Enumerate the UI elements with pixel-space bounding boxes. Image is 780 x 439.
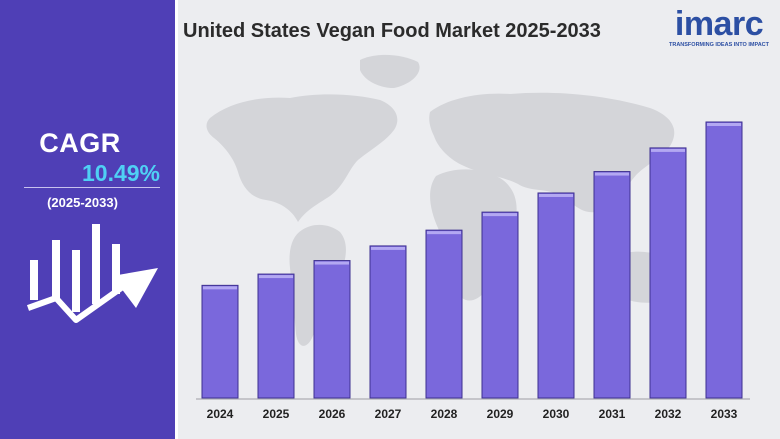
x-tick-label: 2033: [711, 407, 738, 421]
bar-2030: [537, 192, 575, 399]
bar-highlight-2032: [651, 148, 685, 152]
x-tick-label: 2026: [319, 407, 346, 421]
bar-2028: [425, 229, 463, 399]
bar-2032: [649, 147, 687, 399]
bar-2031: [593, 171, 631, 399]
bar-highlight-2031: [595, 172, 629, 176]
x-tick-label: 2031: [599, 407, 626, 421]
map-north-america: [206, 94, 398, 222]
map-greenland: [360, 54, 420, 88]
brand-logo: imarc TRANSFORMING IDEAS INTO IMPACT: [664, 7, 774, 48]
brand-name: imarc: [674, 5, 764, 43]
x-tick-label: 2025: [263, 407, 290, 421]
bar-highlight-2026: [315, 261, 349, 265]
growth-bar-4: [92, 224, 100, 304]
growth-bar-5: [112, 244, 120, 294]
growth-bar-2: [52, 240, 60, 300]
growth-bar-3: [72, 250, 80, 312]
x-tick-label: 2030: [543, 407, 570, 421]
cagr-value: 10.49%: [81, 160, 160, 186]
trend-arrow-icon: [112, 268, 158, 308]
x-tick-label: 2024: [207, 407, 234, 421]
cagr-label: CAGR: [39, 128, 121, 158]
bar-2025: [257, 273, 295, 399]
x-tick-label: 2029: [487, 407, 514, 421]
bar-2027: [369, 245, 407, 399]
x-tick-label: 2028: [431, 407, 458, 421]
x-tick-label: 2027: [375, 407, 402, 421]
bar-growth-icon: [26, 224, 158, 323]
cagr-period: (2025-2033): [47, 195, 118, 210]
bar-highlight-2033: [707, 123, 741, 126]
cagr-divider: [24, 187, 160, 188]
bar-highlight-2024: [203, 286, 237, 290]
bar-highlight-2025: [259, 275, 293, 279]
trend-arrow-line: [26, 283, 126, 323]
bar-highlight-2030: [539, 193, 573, 197]
bar-highlight-2028: [427, 231, 461, 235]
bar-2026: [313, 260, 351, 399]
panel-divider: [175, 0, 178, 439]
bar-highlight-2029: [483, 213, 517, 217]
cagr-panel: CAGR 10.49% (2025-2033): [0, 0, 175, 439]
bar-2029: [481, 211, 519, 399]
bar-2033: [705, 121, 743, 399]
bar-2024: [201, 284, 239, 399]
brand-tagline: TRANSFORMING IDEAS INTO IMPACT: [668, 42, 770, 48]
page-title: United States Vegan Food Market 2025-203…: [183, 20, 601, 42]
growth-bar-1: [30, 260, 38, 300]
bar-highlight-2027: [371, 246, 405, 250]
x-tick-label: 2032: [655, 407, 682, 421]
